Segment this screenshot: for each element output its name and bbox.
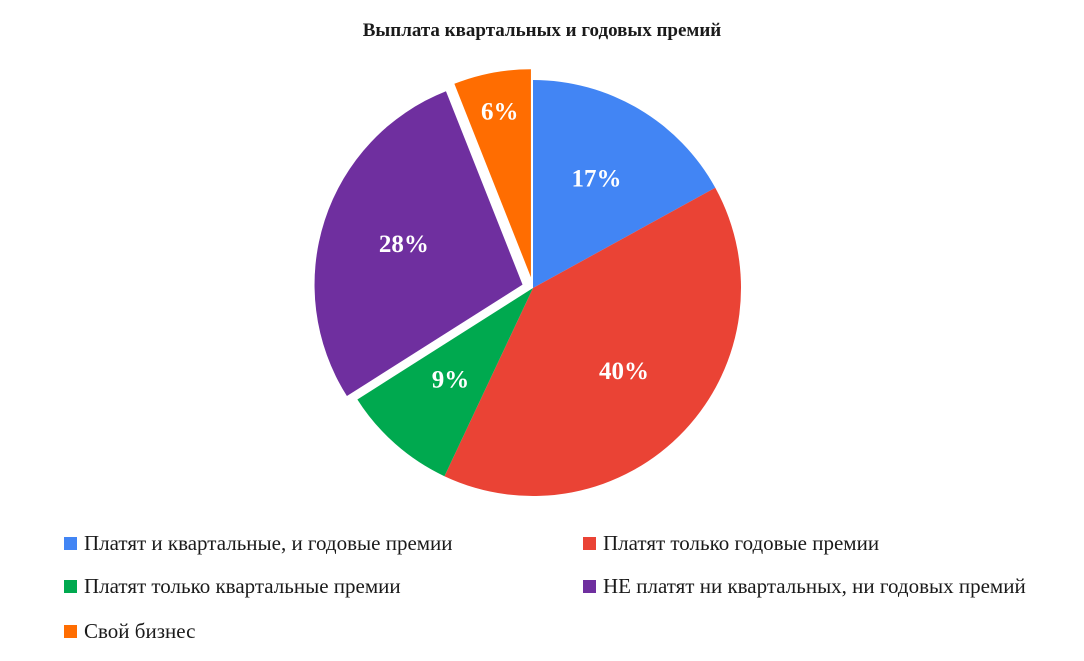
legend-item-annual-only: Платят только годовые премии — [583, 531, 879, 556]
pie-slice — [444, 187, 741, 497]
slice-own-business: 6% — [454, 69, 531, 278]
slice-value-label: 6% — [481, 98, 519, 125]
legend-item-quarterly-only: Платят только квартальные премии — [64, 574, 401, 599]
legend-label: НЕ платят ни квартальных, ни годовых пре… — [603, 574, 1026, 598]
slice-value-label: 28% — [379, 231, 429, 258]
pie-slice — [454, 69, 531, 278]
legend-swatch-icon — [64, 580, 77, 593]
slice-quarterly-only: 9% — [357, 288, 533, 477]
pie-slice — [314, 91, 523, 397]
slice-value-label: 40% — [599, 358, 649, 385]
chart-title: Выплата квартальных и годовых премий — [362, 20, 722, 41]
legend-label: Платят только годовые премии — [603, 531, 880, 555]
slice-annual-only: 40% — [444, 187, 741, 497]
pie-slice — [533, 80, 716, 288]
legend-swatch-icon — [64, 625, 77, 638]
pie-slice — [357, 288, 533, 477]
legend-label: Свой бизнес — [84, 619, 196, 643]
legend-item-none: НЕ платят ни квартальных, ни годовых пре… — [583, 574, 1026, 599]
slice-value-label: 17% — [572, 165, 622, 192]
legend-swatch-icon — [583, 580, 596, 593]
legend-swatch-icon — [64, 537, 77, 550]
legend-item-both: Платят и квартальные, и годовые премии — [64, 531, 453, 556]
legend-label: Платят только квартальные премии — [84, 574, 401, 598]
slice-both: 17% — [533, 80, 716, 288]
legend-label: Платят и квартальные, и годовые премии — [84, 531, 453, 555]
legend-swatch-icon — [583, 537, 596, 550]
legend-item-own-business: Свой бизнес — [64, 619, 195, 644]
slice-none: 28% — [314, 91, 523, 397]
slice-value-label: 9% — [432, 366, 470, 393]
